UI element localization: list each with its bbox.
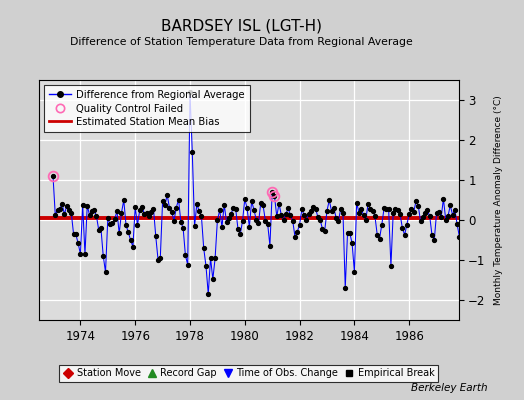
- Legend: Station Move, Record Gap, Time of Obs. Change, Empirical Break: Station Move, Record Gap, Time of Obs. C…: [59, 364, 439, 382]
- Y-axis label: Monthly Temperature Anomaly Difference (°C): Monthly Temperature Anomaly Difference (…: [494, 95, 503, 305]
- Text: BARDSEY ISL (LGT-H): BARDSEY ISL (LGT-H): [160, 18, 322, 34]
- Text: Berkeley Earth: Berkeley Earth: [411, 383, 487, 393]
- Text: Difference of Station Temperature Data from Regional Average: Difference of Station Temperature Data f…: [70, 37, 412, 47]
